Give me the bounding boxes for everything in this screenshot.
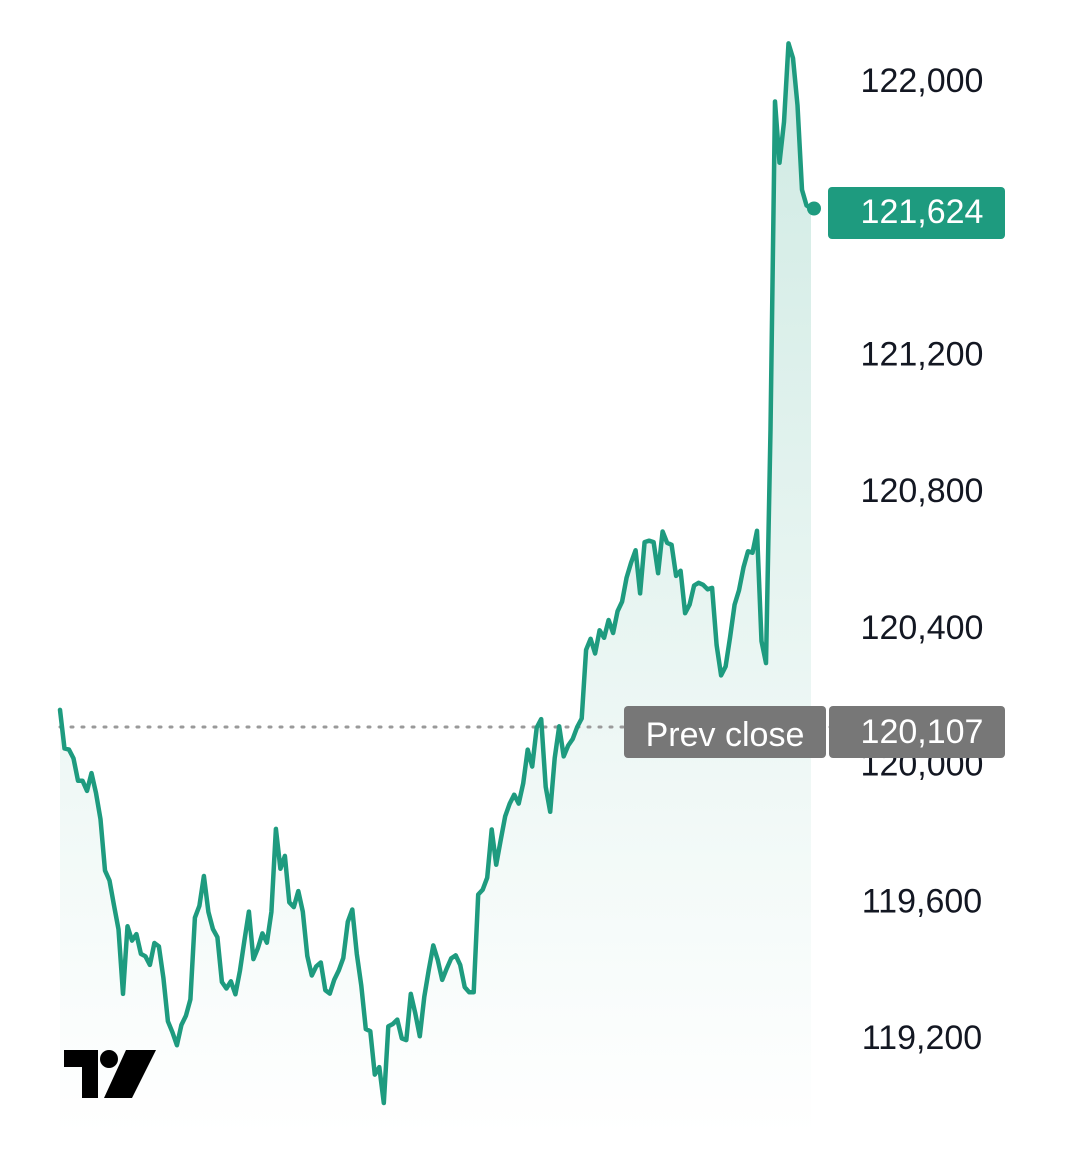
prev-close-value-box [829,706,1005,758]
last-price-badge: 121,624 [828,187,1005,239]
y-tick-label: 122,000 [861,62,984,100]
y-tick-label: 120,400 [861,609,984,647]
y-tick-label: 120,800 [861,472,984,510]
y-tick-label: 121,200 [861,335,984,373]
y-axis: 122,000121,200120,800120,400120,000119,6… [861,62,984,1057]
y-tick-label: 119,600 [862,882,982,920]
series-area-fill [60,43,811,1135]
y-tick-label: 119,200 [862,1019,982,1057]
last-price-value: 121,624 [861,193,984,231]
prev-close-value: 120,107 [861,713,984,751]
prev-close-label: Prev close [646,716,805,754]
prev-close-badge: Prev close 120,107 [624,706,1005,758]
tradingview-logo-icon[interactable] [64,1050,156,1098]
series-line [57,41,814,1106]
last-price-box [828,187,1005,239]
last-price-marker [807,201,821,216]
prev-close-label-box [624,706,826,758]
